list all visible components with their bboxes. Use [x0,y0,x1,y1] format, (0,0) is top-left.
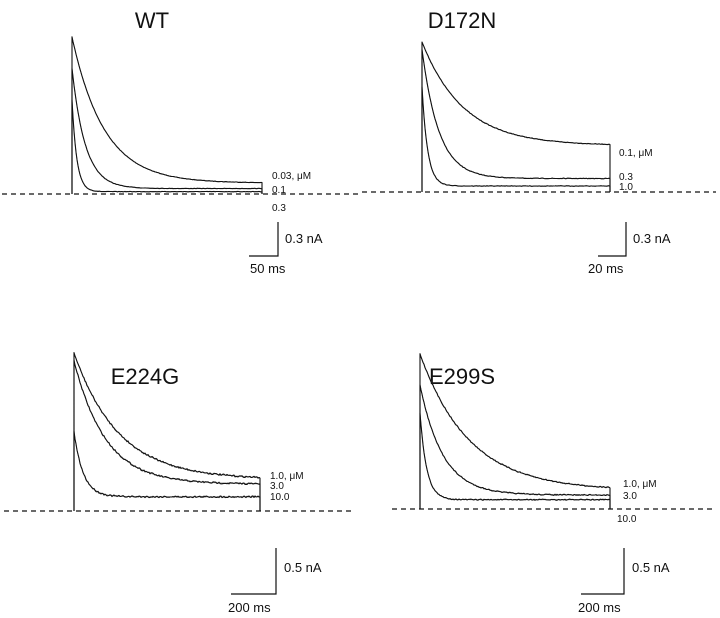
fit-curve [71,36,262,183]
panel-e299s: E299S 1.0, μM 3.0 10.0 0.5 nA 200 ms [392,353,716,615]
scale-current-label: 0.3 nA [285,231,323,246]
trace-label: 3.0 [270,481,284,492]
trace-label: 0.1 [272,185,286,196]
scale-current-label: 0.5 nA [632,560,670,575]
panel-d172n: D172N 0.1, μM 0.3 1.0 0.3 nA 20 ms [362,8,716,276]
fit-curve [419,412,610,501]
current-trace [71,36,263,194]
current-trace [71,99,263,194]
scale-bar: 0.3 nA 50 ms [249,222,323,276]
trace-label: 0.3 [272,203,286,214]
trace-group [2,36,360,195]
scale-current-label: 0.3 nA [633,231,671,246]
scale-bar-lines [581,548,625,595]
current-trace [73,352,261,511]
panel-e224g: E224G 1.0, μM 3.0 10.0 0.5 nA 200 ms [4,352,352,615]
trace-label: 0.3 [619,172,633,183]
fit-curve [71,68,262,189]
fit-curve [421,86,610,187]
current-trace [421,41,611,192]
scale-bar-lines [249,222,279,257]
scale-current-label: 0.5 nA [284,560,322,575]
fit-curve [419,384,610,496]
scale-time-label: 200 ms [578,600,621,615]
trace-label: 0.1, μM [619,148,653,159]
scale-time-label: 200 ms [228,600,271,615]
panel-title: D172N [428,8,496,33]
current-trace [73,430,261,511]
panel-title: E224G [111,364,180,389]
trace-label: 10.0 [270,492,290,503]
panel-title: WT [135,8,169,33]
scale-bar-lines [231,548,277,595]
fit-curve [73,431,260,498]
trace-group [392,353,716,510]
trace-label: 0.03, μM [272,171,311,182]
panel-wt: WT 0.03, μM 0.1 0.3 0.3 nA 50 ms [2,8,360,276]
trace-label: 1.0, μM [270,471,304,482]
current-trace [73,359,261,511]
trace-label: 1.0 [619,182,633,193]
current-trace [421,86,611,192]
current-trace [71,67,263,194]
current-trace [421,48,611,192]
trace-label: 3.0 [623,491,637,502]
current-trace [419,412,611,509]
scale-time-label: 20 ms [588,261,624,276]
fit-curve [71,99,262,192]
trace-label: 1.0, μM [623,479,657,490]
scale-time-label: 50 ms [250,261,286,276]
trace-group [362,41,716,193]
scale-bar: 0.5 nA 200 ms [578,548,670,615]
panel-title: E299S [429,364,495,389]
trace-label: 10.0 [617,514,637,525]
current-trace [419,353,611,509]
scale-bar: 0.5 nA 200 ms [228,548,322,615]
scale-bar: 0.3 nA 20 ms [588,222,671,276]
fit-curve [421,49,610,179]
trace-group [4,352,352,512]
scale-bar-lines [598,222,627,257]
current-trace [419,384,611,509]
